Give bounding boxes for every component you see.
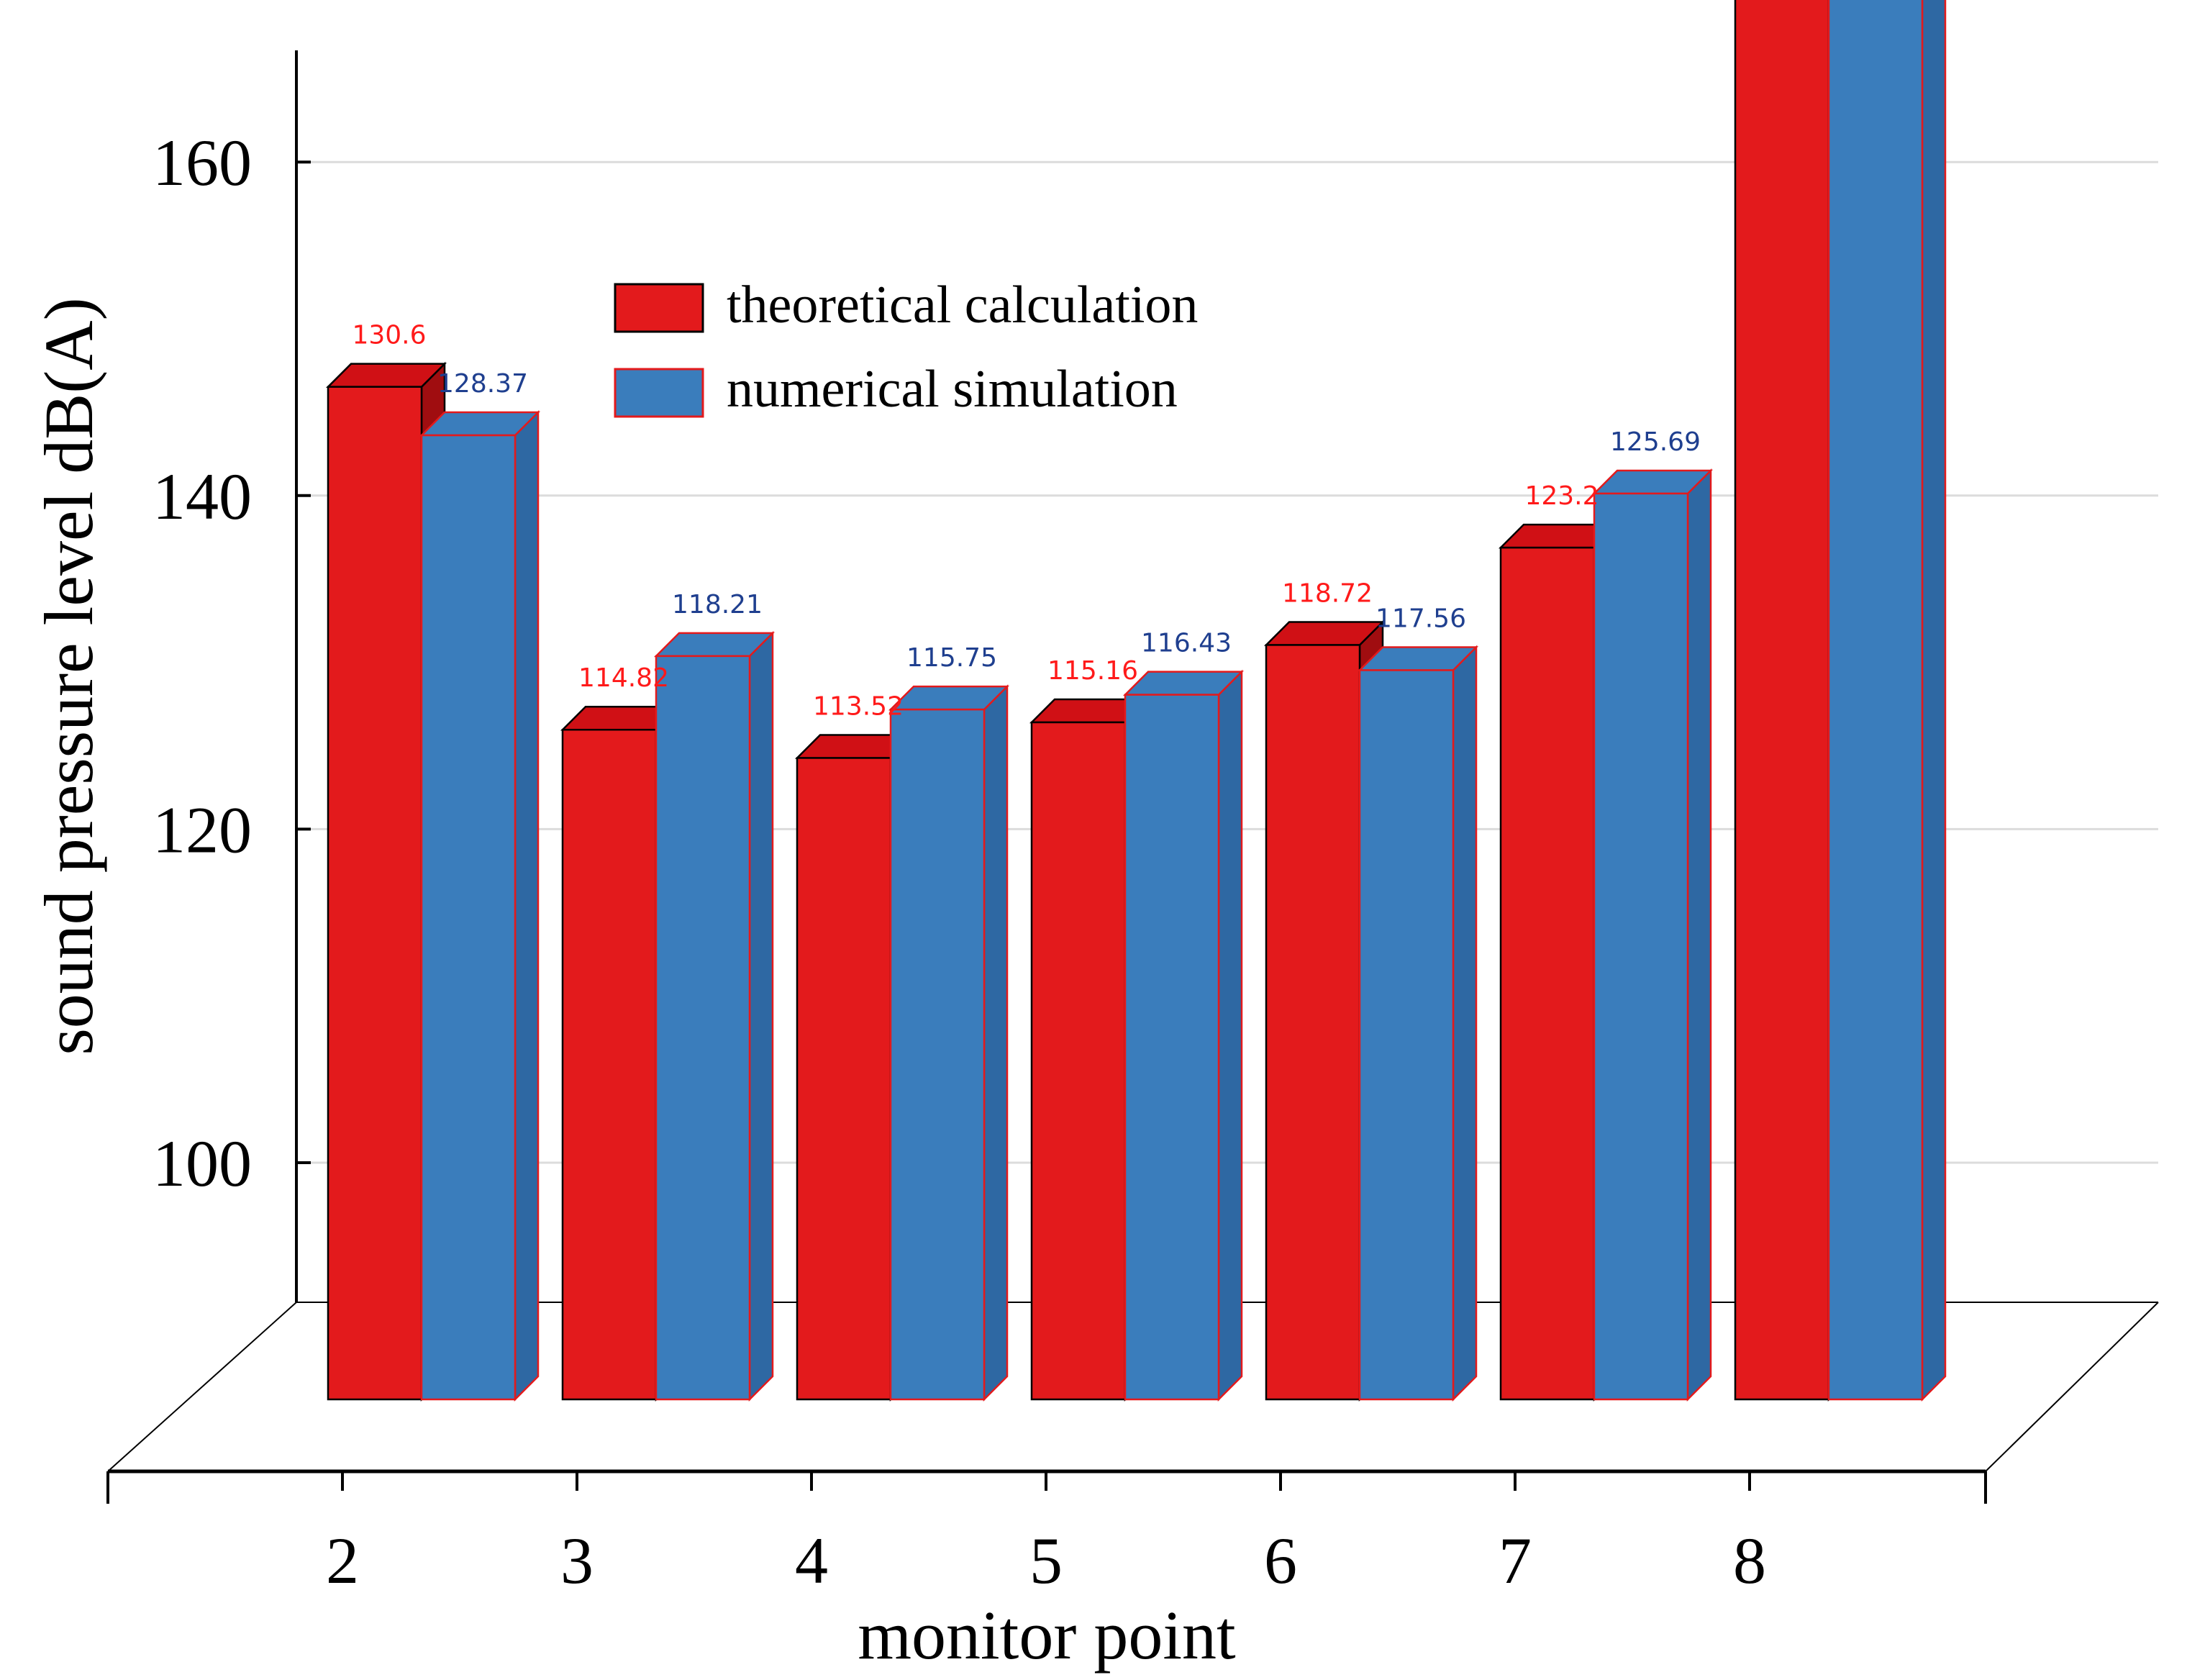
legend-swatch-theoretical [614, 283, 704, 333]
bar-theoretical-3 [561, 728, 658, 1401]
bar-numerical-7 [1593, 492, 1689, 1401]
bar-side-numerical-7 [1686, 468, 1712, 1402]
x-tick-label: 2 [326, 1524, 359, 1597]
bar-theoretical-5 [1030, 721, 1127, 1401]
x-tick-label: 3 [560, 1524, 594, 1597]
value-label-theoretical-5: 115.16 [1047, 656, 1138, 686]
x-axis: 2 3 4 5 6 7 8 [106, 1471, 1987, 1597]
bar-side-numerical-6 [1452, 645, 1478, 1402]
bar-numerical-2 [420, 434, 517, 1401]
value-label-numerical-4: 115.75 [906, 643, 997, 673]
bar-side-numerical-3 [748, 630, 774, 1402]
bar-theoretical-6 [1265, 644, 1361, 1401]
value-label-numerical-6: 117.56 [1376, 604, 1466, 633]
bar-theoretical-8 [1734, 0, 1830, 1401]
legend: theoretical calculation numerical simula… [614, 276, 1198, 419]
value-label-theoretical-6: 118.72 [1282, 578, 1373, 608]
y-axis: 100 120 140 160 [153, 126, 311, 1200]
bar-numerical-3 [655, 655, 751, 1401]
value-label-theoretical-2: 130.6 [352, 321, 426, 350]
bars [325, 0, 1947, 1402]
bar-numerical-8 [1827, 0, 1924, 1401]
value-label-theoretical-7: 123.2 [1524, 481, 1599, 511]
bar-numerical-6 [1358, 669, 1455, 1401]
floor-right-edge [1985, 1302, 2159, 1472]
value-label-theoretical-3: 114.82 [578, 663, 669, 693]
x-axis-title: monitor point [858, 1597, 1236, 1674]
legend-swatch-numerical [614, 368, 704, 418]
x-tick-label: 8 [1733, 1524, 1766, 1597]
bar-numerical-5 [1124, 694, 1220, 1401]
y-tick-label: 120 [153, 793, 252, 866]
y-tick-label: 160 [153, 126, 252, 199]
x-tick-label: 4 [795, 1524, 828, 1597]
y-axis-title: sound pressure level dB(A) [30, 297, 107, 1055]
value-label-numerical-7: 125.69 [1610, 427, 1701, 457]
bar-side-numerical-4 [983, 684, 1009, 1402]
y-tick-label: 140 [153, 460, 252, 533]
bar-side-numerical-8 [1921, 0, 1947, 1402]
x-tick-label: 6 [1264, 1524, 1297, 1597]
bar-side-numerical-5 [1217, 669, 1243, 1402]
floor-left-edge [107, 1302, 297, 1472]
y-tick-label: 100 [153, 1127, 252, 1200]
bar-side-numerical-2 [514, 410, 540, 1402]
value-label-numerical-5: 116.43 [1141, 629, 1232, 658]
x-tick-label: 5 [1029, 1524, 1063, 1597]
bar-theoretical-4 [796, 757, 892, 1401]
value-label-theoretical-4: 113.52 [813, 691, 904, 721]
value-label-numerical-2: 128.37 [437, 369, 528, 399]
legend-label-numerical: numerical simulation [727, 360, 1178, 419]
x-tick-label: 7 [1499, 1524, 1532, 1597]
bar-theoretical-7 [1499, 546, 1596, 1401]
value-label-numerical-3: 118.21 [672, 590, 763, 619]
bar-theoretical-2 [327, 386, 423, 1401]
legend-label-theoretical: theoretical calculation [727, 276, 1198, 335]
bar-numerical-4 [889, 708, 986, 1401]
